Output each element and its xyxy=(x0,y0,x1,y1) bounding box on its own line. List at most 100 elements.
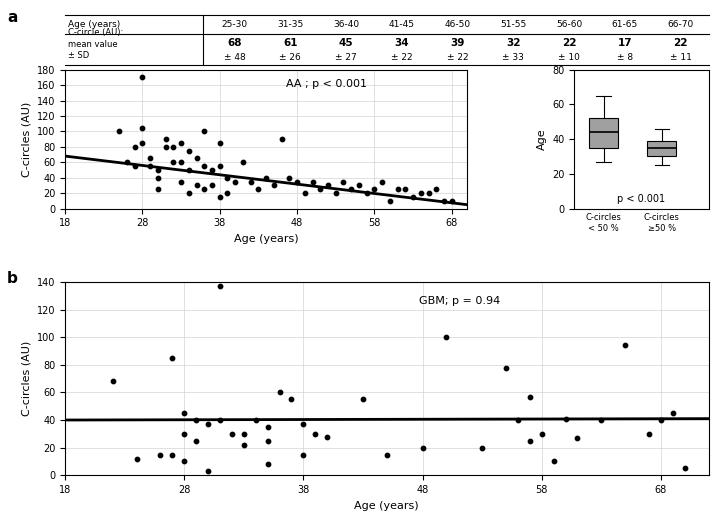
Text: 22: 22 xyxy=(673,38,688,48)
Point xyxy=(548,457,560,466)
Text: ± 11: ± 11 xyxy=(669,53,692,61)
Text: ± 33: ± 33 xyxy=(502,53,524,61)
Point xyxy=(202,467,214,475)
Point xyxy=(168,143,179,151)
Point xyxy=(145,162,156,170)
Point xyxy=(524,392,536,401)
Point xyxy=(199,162,210,170)
X-axis label: Age (years): Age (years) xyxy=(354,500,419,510)
Point xyxy=(572,434,583,442)
Point xyxy=(152,185,163,193)
Text: ± 22: ± 22 xyxy=(391,53,413,61)
Point xyxy=(423,189,435,197)
Text: ± 27: ± 27 xyxy=(335,53,357,61)
Point xyxy=(524,436,536,445)
Text: 25-30: 25-30 xyxy=(221,20,247,29)
Point xyxy=(155,450,166,458)
Point xyxy=(438,197,450,205)
Point xyxy=(226,430,238,438)
Point xyxy=(199,185,210,193)
Point xyxy=(121,158,133,167)
Point xyxy=(338,177,349,185)
Text: 56-60: 56-60 xyxy=(556,20,582,29)
Point xyxy=(152,166,163,174)
PathPatch shape xyxy=(647,141,677,156)
Point xyxy=(166,354,178,362)
Point xyxy=(268,181,280,190)
Point xyxy=(179,430,190,438)
Point xyxy=(175,158,187,167)
Point xyxy=(160,135,171,143)
Point xyxy=(400,185,411,193)
Text: ± 48: ± 48 xyxy=(223,53,245,61)
Text: a: a xyxy=(7,10,17,25)
Point xyxy=(322,432,333,440)
Point xyxy=(229,177,241,185)
Text: 36-40: 36-40 xyxy=(333,20,359,29)
Point xyxy=(446,197,458,205)
Point xyxy=(262,460,273,468)
Text: ± 22: ± 22 xyxy=(447,53,469,61)
Point xyxy=(145,154,156,162)
Point xyxy=(392,185,403,193)
Point xyxy=(620,341,631,350)
Point xyxy=(175,177,187,185)
Point xyxy=(137,124,148,132)
Y-axis label: C-circles (AU): C-circles (AU) xyxy=(21,341,31,416)
Text: b: b xyxy=(7,271,18,286)
Text: 31-35: 31-35 xyxy=(277,20,304,29)
Text: 32: 32 xyxy=(506,38,521,48)
Text: 45: 45 xyxy=(339,38,354,48)
Point xyxy=(245,177,257,185)
Point xyxy=(190,436,202,445)
Point xyxy=(307,177,318,185)
Point xyxy=(238,441,249,449)
Text: C-circle (AU):
mean value
± SD: C-circle (AU): mean value ± SD xyxy=(68,28,124,60)
Text: ± 26: ± 26 xyxy=(279,53,301,61)
Point xyxy=(407,193,419,201)
Point xyxy=(361,189,372,197)
Point xyxy=(214,139,226,147)
Point xyxy=(183,166,194,174)
Point xyxy=(202,420,214,428)
Point xyxy=(377,177,388,185)
Point xyxy=(309,430,321,438)
Point xyxy=(643,430,655,438)
Text: GBM; p = 0.94: GBM; p = 0.94 xyxy=(419,295,500,306)
Text: 22: 22 xyxy=(562,38,576,48)
Point xyxy=(190,416,202,424)
Y-axis label: C-circles (AU): C-circles (AU) xyxy=(21,102,31,177)
Point xyxy=(500,363,512,371)
Point xyxy=(168,158,179,167)
Point xyxy=(137,139,148,147)
Text: p < 0.001: p < 0.001 xyxy=(617,194,666,204)
Point xyxy=(322,181,334,190)
Text: ± 8: ± 8 xyxy=(617,53,633,61)
Point xyxy=(222,189,234,197)
Point xyxy=(129,162,140,170)
Point xyxy=(129,143,140,151)
Point xyxy=(183,147,194,155)
Point xyxy=(440,333,452,341)
Point xyxy=(206,166,218,174)
Point xyxy=(214,162,226,170)
Point xyxy=(137,73,148,81)
Point xyxy=(415,189,427,197)
Point xyxy=(206,181,218,190)
Point xyxy=(560,414,571,423)
Point xyxy=(381,450,393,458)
Text: 61-65: 61-65 xyxy=(612,20,638,29)
Point xyxy=(330,189,341,197)
Point xyxy=(655,416,667,424)
Point xyxy=(353,181,364,190)
Point xyxy=(175,139,187,147)
Point xyxy=(262,423,273,431)
Point xyxy=(199,127,210,135)
Point xyxy=(315,185,326,193)
Point xyxy=(357,395,369,403)
Text: AA ; p < 0.001: AA ; p < 0.001 xyxy=(286,79,367,89)
Text: Age (years): Age (years) xyxy=(68,20,121,29)
Point xyxy=(430,185,442,193)
X-axis label: Age (years): Age (years) xyxy=(234,234,299,244)
Point xyxy=(299,189,311,197)
